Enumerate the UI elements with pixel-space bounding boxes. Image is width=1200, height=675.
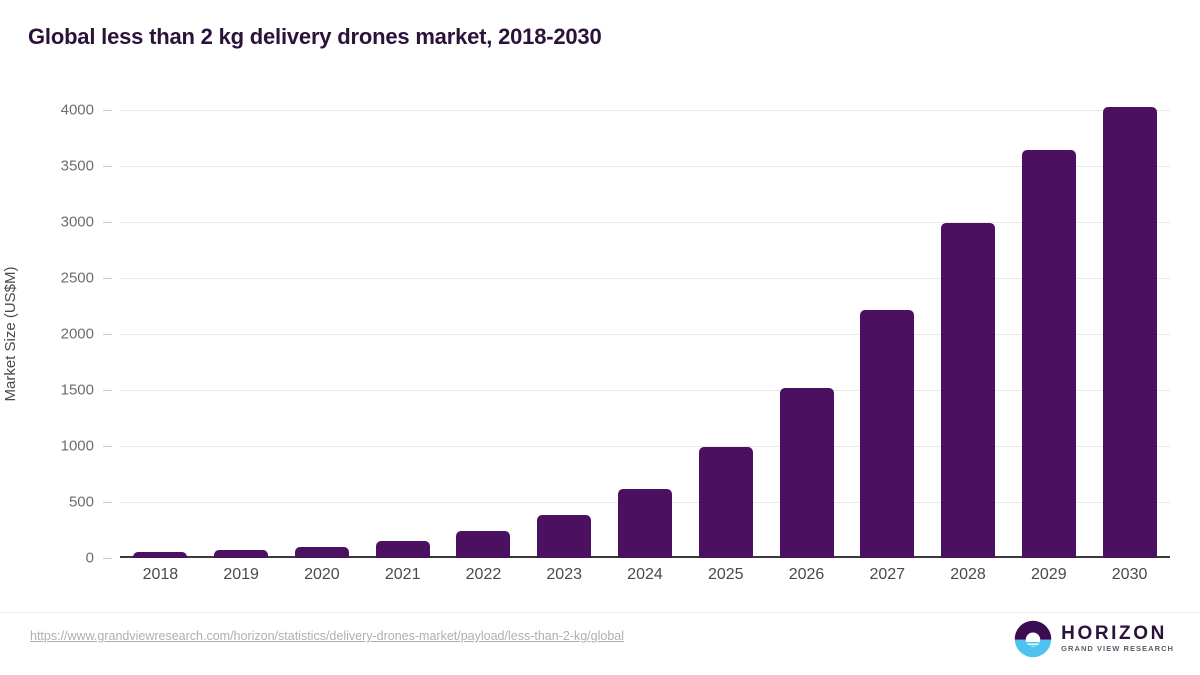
y-tick-label: 500 <box>68 493 94 511</box>
bar[interactable] <box>456 530 511 558</box>
y-tick-mark <box>103 446 112 447</box>
gridline <box>120 446 1170 447</box>
bar-slot <box>605 110 686 558</box>
gridline <box>120 222 1170 223</box>
y-tick-mark <box>103 334 112 335</box>
bar[interactable] <box>779 387 834 558</box>
y-tick-label: 0 <box>85 549 94 567</box>
bar[interactable] <box>860 310 915 558</box>
y-tick-mark <box>103 278 112 279</box>
bar-slot <box>282 110 363 558</box>
bar-slot <box>766 110 847 558</box>
gridline <box>120 166 1170 167</box>
horizon-circle-icon <box>1014 620 1052 658</box>
x-tick-label: 2028 <box>950 566 986 583</box>
gridline <box>120 110 1170 111</box>
bar[interactable] <box>1021 150 1076 558</box>
x-tick-label: 2027 <box>869 566 906 583</box>
gridline <box>120 334 1170 335</box>
bar[interactable] <box>294 547 349 558</box>
bar-slot <box>1008 110 1089 558</box>
x-tick-label: 2019 <box>223 566 259 583</box>
y-tick-label: 4000 <box>60 101 94 119</box>
logo-tagline: GRAND VIEW RESEARCH <box>1061 644 1174 653</box>
bar-series <box>120 106 1170 558</box>
gridline <box>120 278 1170 279</box>
x-tick-label: 2025 <box>707 566 744 583</box>
source-url-link[interactable]: https://www.grandviewresearch.com/horizo… <box>30 629 625 643</box>
gridline <box>120 390 1170 391</box>
y-tick-label: 3500 <box>60 157 94 175</box>
bar-slot <box>362 110 443 558</box>
logo-name: HORIZON <box>1061 623 1167 644</box>
bar[interactable] <box>941 223 996 558</box>
page-title: Global less than 2 kg delivery drones ma… <box>28 24 602 49</box>
x-tick-label: 2021 <box>384 566 421 583</box>
bar[interactable] <box>617 489 672 558</box>
bar[interactable] <box>214 549 269 558</box>
y-tick-mark <box>103 222 112 223</box>
x-tick-label: 2030 <box>1111 566 1148 583</box>
y-tick-mark <box>103 558 112 559</box>
x-tick-label: 2023 <box>546 566 582 583</box>
bar-slot <box>1089 106 1170 558</box>
bar[interactable] <box>537 514 592 558</box>
bar-slot <box>443 110 524 558</box>
y-tick-label: 2000 <box>60 325 94 343</box>
bar-slot <box>201 110 282 558</box>
x-axis-tick-group: 2018 2019 2020 2021 2022 2023 2024 2025 2026 2027… <box>120 566 1170 584</box>
bar[interactable] <box>1102 106 1157 558</box>
y-tick-mark <box>103 502 112 503</box>
brand-logo: HORIZON GRAND VIEW RESEARCH <box>1014 620 1174 658</box>
bar-slot <box>685 110 766 558</box>
x-tick-label: 2018 <box>142 566 179 583</box>
bar[interactable] <box>698 447 753 558</box>
bar[interactable] <box>133 551 188 558</box>
y-tick-label: 2500 <box>60 269 94 287</box>
bar-slot <box>847 110 928 558</box>
x-tick-label: 2020 <box>304 566 340 583</box>
logo-wordmark: HORIZON GRAND VIEW RESEARCH <box>1061 624 1174 654</box>
x-tick-label: 2022 <box>465 566 502 583</box>
bar-slot <box>120 110 201 558</box>
y-tick-label: 1500 <box>60 381 94 399</box>
y-tick-label: 3000 <box>60 213 94 231</box>
y-tick-mark <box>103 390 112 391</box>
y-tick-mark <box>103 110 112 111</box>
bar[interactable] <box>375 540 430 558</box>
bar-slot <box>524 110 605 558</box>
footer-divider <box>0 612 1200 613</box>
y-axis-tick-group: 0 500 1000 1500 2000 2500 3000 3500 4000 <box>0 102 112 567</box>
x-tick-label: 2026 <box>788 566 825 583</box>
bar-slot <box>928 110 1009 558</box>
y-tick-label: 1000 <box>60 437 94 455</box>
x-tick-label: 2024 <box>627 566 663 583</box>
x-tick-label: 2029 <box>1031 566 1067 583</box>
y-tick-mark <box>103 166 112 167</box>
